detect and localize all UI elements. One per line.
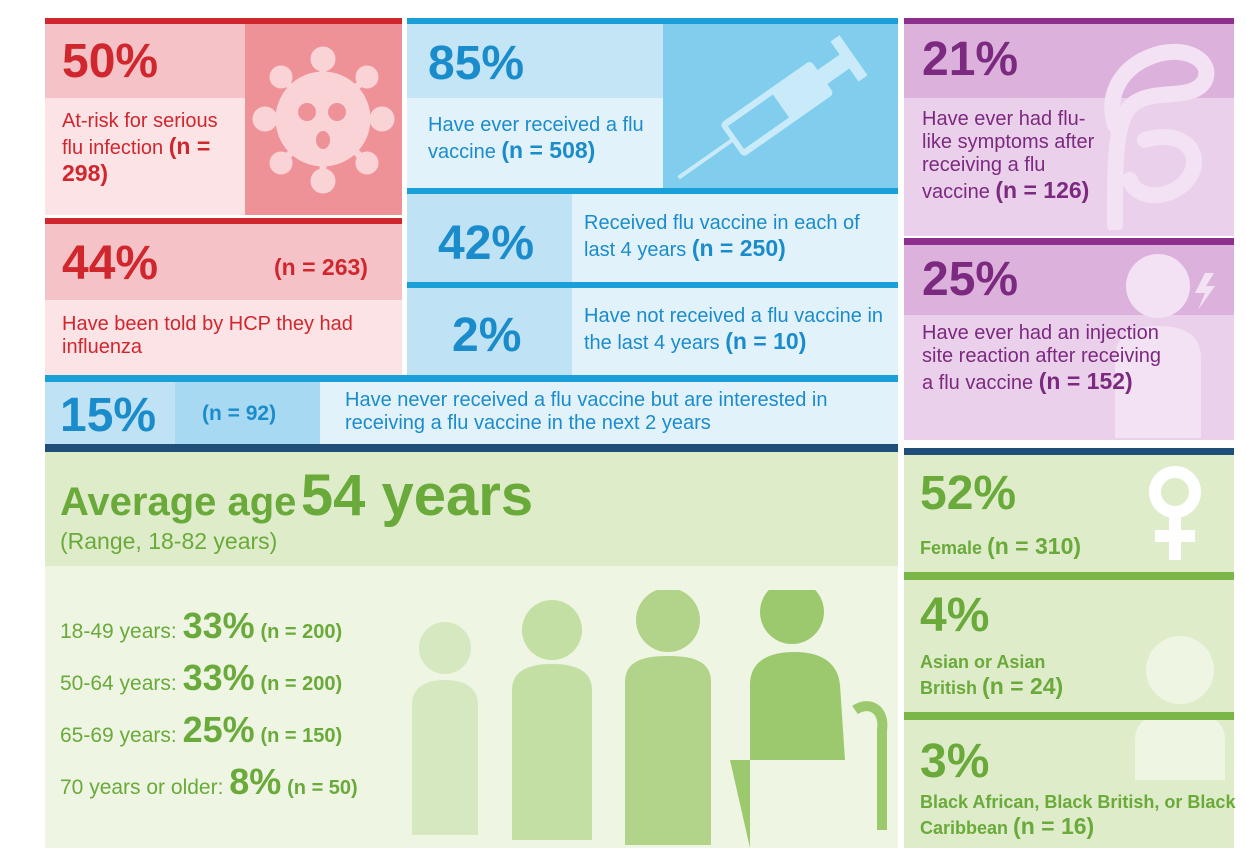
- percent: 50%: [62, 38, 158, 86]
- description: Received flu vaccine in each of last 4 y…: [584, 212, 884, 262]
- icon-panel: [663, 24, 898, 188]
- age-group: 70 years or older: 8% (n = 50): [60, 761, 358, 803]
- description: Have never received a flu vaccine but ar…: [345, 389, 885, 435]
- percent: 33%: [183, 657, 255, 698]
- percent: 15%: [60, 392, 156, 440]
- percent: 4%: [920, 592, 989, 640]
- percent: 25%: [922, 256, 1018, 304]
- n-count: (n = 508): [501, 137, 595, 163]
- infographic: 50% At-risk for serious flu infection (n…: [0, 0, 1246, 848]
- n-count: (n = 250): [692, 235, 786, 261]
- description: At-risk for serious flu infection (n = 2…: [62, 110, 242, 187]
- n-count: (n = 16): [1013, 813, 1094, 839]
- n-count: (n = 50): [287, 777, 358, 799]
- n-count: (n = 92): [202, 402, 276, 426]
- percent: 2%: [452, 312, 521, 360]
- n-count: (n = 200): [260, 673, 342, 695]
- percent: 42%: [438, 220, 534, 268]
- age-group: 50-64 years: 33% (n = 200): [60, 657, 342, 699]
- label: 50-64 years:: [60, 672, 183, 695]
- navy-rule: [904, 448, 1234, 455]
- label: 70 years or older:: [60, 776, 229, 799]
- n-count: (n = 152): [1039, 368, 1133, 394]
- percent: 21%: [922, 36, 1018, 84]
- n-count: (n = 200): [260, 621, 342, 643]
- description: Black African, Black British, or Black C…: [920, 792, 1240, 840]
- navy-rule: [45, 444, 898, 452]
- blue-rule: [45, 375, 898, 382]
- green-rule: [904, 572, 1234, 580]
- description: Have ever had an injection site reaction…: [922, 322, 1162, 395]
- description: Have ever received a flu vaccine (n = 50…: [428, 114, 658, 164]
- syringe-icon: [663, 24, 898, 188]
- icon-panel: [245, 24, 402, 215]
- percent: 44%: [62, 240, 158, 288]
- description: Have been told by HCP they had influenza: [62, 313, 362, 359]
- percent: 8%: [229, 761, 281, 802]
- age-group: 65-69 years: 25% (n = 150): [60, 709, 342, 751]
- description: Have ever had flu-like symptoms after re…: [922, 108, 1112, 204]
- n-count: (n = 10): [725, 328, 806, 354]
- n-count: (n = 310): [987, 533, 1081, 559]
- description: Have not received a flu vaccine in the l…: [584, 305, 896, 355]
- label: 65-69 years:: [60, 724, 183, 747]
- people-icon: [400, 590, 890, 848]
- percent: 33%: [183, 605, 255, 646]
- percent: 25%: [183, 709, 255, 750]
- label: 18-49 years:: [60, 620, 183, 643]
- percent: 52%: [920, 470, 1016, 518]
- age-value: 54 years: [301, 463, 533, 528]
- age-group: 18-49 years: 33% (n = 200): [60, 605, 342, 647]
- n-count: (n = 126): [995, 177, 1089, 203]
- age-range: (Range, 18-82 years): [60, 528, 277, 555]
- percent: 85%: [428, 40, 524, 88]
- text: Female: [920, 538, 982, 558]
- description: Female (n = 310): [920, 533, 1120, 560]
- n-count: (n = 24): [982, 673, 1063, 699]
- description: Asian or Asian British (n = 24): [920, 652, 1100, 700]
- female-icon: [1140, 462, 1210, 562]
- age-heading: Average age 54 years: [60, 462, 533, 529]
- virus-icon: [245, 24, 402, 215]
- person-icon: [1130, 630, 1230, 780]
- purple-rule: [904, 238, 1234, 245]
- percent: 3%: [920, 738, 989, 786]
- green-rule: [904, 712, 1234, 720]
- n-count: (n = 263): [274, 254, 368, 281]
- n-count: (n = 150): [260, 725, 342, 747]
- age-label: Average age: [60, 480, 296, 524]
